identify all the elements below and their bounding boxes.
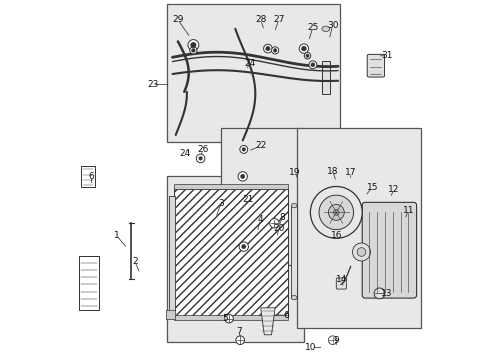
Circle shape bbox=[199, 157, 202, 160]
Circle shape bbox=[187, 40, 199, 50]
Bar bbox=[168, 196, 175, 311]
Text: 4: 4 bbox=[257, 215, 263, 224]
Circle shape bbox=[301, 46, 305, 51]
Circle shape bbox=[224, 314, 233, 323]
Circle shape bbox=[273, 49, 276, 52]
Circle shape bbox=[304, 53, 310, 59]
Circle shape bbox=[265, 46, 269, 51]
Circle shape bbox=[235, 336, 244, 345]
Circle shape bbox=[263, 44, 272, 53]
Circle shape bbox=[328, 336, 336, 345]
Text: 12: 12 bbox=[387, 185, 399, 194]
Text: 6: 6 bbox=[88, 172, 94, 181]
FancyBboxPatch shape bbox=[366, 54, 384, 77]
Text: 24: 24 bbox=[179, 149, 190, 158]
Text: 14: 14 bbox=[335, 275, 346, 284]
Text: 30: 30 bbox=[326, 21, 338, 30]
Circle shape bbox=[328, 204, 344, 220]
Bar bbox=[166, 310, 175, 319]
Text: 24: 24 bbox=[244, 59, 255, 68]
Circle shape bbox=[189, 47, 197, 54]
Circle shape bbox=[310, 186, 362, 238]
Text: 8: 8 bbox=[279, 213, 285, 222]
Text: 5: 5 bbox=[222, 314, 227, 323]
Circle shape bbox=[269, 219, 279, 228]
Bar bbox=[221, 128, 300, 265]
Circle shape bbox=[241, 244, 245, 249]
Bar bbox=[167, 176, 303, 342]
Circle shape bbox=[299, 44, 308, 53]
Ellipse shape bbox=[321, 26, 329, 31]
Text: 19: 19 bbox=[288, 168, 300, 177]
Circle shape bbox=[333, 210, 339, 215]
Polygon shape bbox=[260, 308, 275, 335]
Text: 1: 1 bbox=[114, 231, 120, 240]
FancyBboxPatch shape bbox=[362, 202, 416, 298]
Text: 28: 28 bbox=[254, 15, 266, 24]
Circle shape bbox=[190, 42, 196, 48]
Circle shape bbox=[352, 243, 370, 261]
Bar bbox=[174, 184, 287, 189]
Circle shape bbox=[356, 248, 365, 256]
Circle shape bbox=[373, 288, 384, 299]
Text: 13: 13 bbox=[380, 289, 392, 298]
Bar bbox=[291, 206, 296, 298]
Text: 27: 27 bbox=[272, 15, 284, 24]
Ellipse shape bbox=[291, 296, 296, 300]
Circle shape bbox=[191, 49, 195, 52]
Ellipse shape bbox=[291, 203, 296, 208]
Text: 16: 16 bbox=[330, 231, 341, 240]
Bar bbox=[321, 61, 329, 94]
Text: 29: 29 bbox=[172, 15, 183, 24]
Circle shape bbox=[318, 195, 353, 230]
FancyBboxPatch shape bbox=[336, 278, 346, 289]
Text: 17: 17 bbox=[344, 168, 356, 177]
Bar bbox=[167, 4, 339, 142]
Text: 10: 10 bbox=[305, 343, 316, 352]
Text: 31: 31 bbox=[380, 51, 392, 60]
Circle shape bbox=[239, 145, 247, 153]
Text: 9: 9 bbox=[333, 336, 339, 345]
Circle shape bbox=[238, 172, 247, 181]
Text: 2: 2 bbox=[132, 256, 137, 266]
Text: 11: 11 bbox=[402, 206, 413, 215]
Circle shape bbox=[242, 148, 245, 151]
Circle shape bbox=[240, 174, 244, 179]
Text: 18: 18 bbox=[326, 166, 338, 176]
Circle shape bbox=[239, 242, 248, 251]
Text: 26: 26 bbox=[197, 145, 208, 154]
Text: 6: 6 bbox=[283, 310, 288, 320]
Bar bbox=[296, 128, 420, 328]
Circle shape bbox=[196, 154, 204, 163]
Text: 15: 15 bbox=[366, 183, 377, 192]
Text: 25: 25 bbox=[306, 23, 318, 32]
Circle shape bbox=[310, 63, 314, 67]
Text: 22: 22 bbox=[255, 141, 266, 150]
Circle shape bbox=[308, 61, 316, 69]
Text: 23: 23 bbox=[147, 80, 158, 89]
Text: 21: 21 bbox=[242, 195, 253, 204]
Bar bbox=[174, 315, 287, 320]
Text: 20: 20 bbox=[272, 224, 284, 233]
Circle shape bbox=[271, 47, 278, 54]
Text: 7: 7 bbox=[236, 327, 242, 336]
Bar bbox=[174, 189, 287, 317]
Circle shape bbox=[305, 54, 308, 58]
Text: 3: 3 bbox=[218, 199, 224, 208]
